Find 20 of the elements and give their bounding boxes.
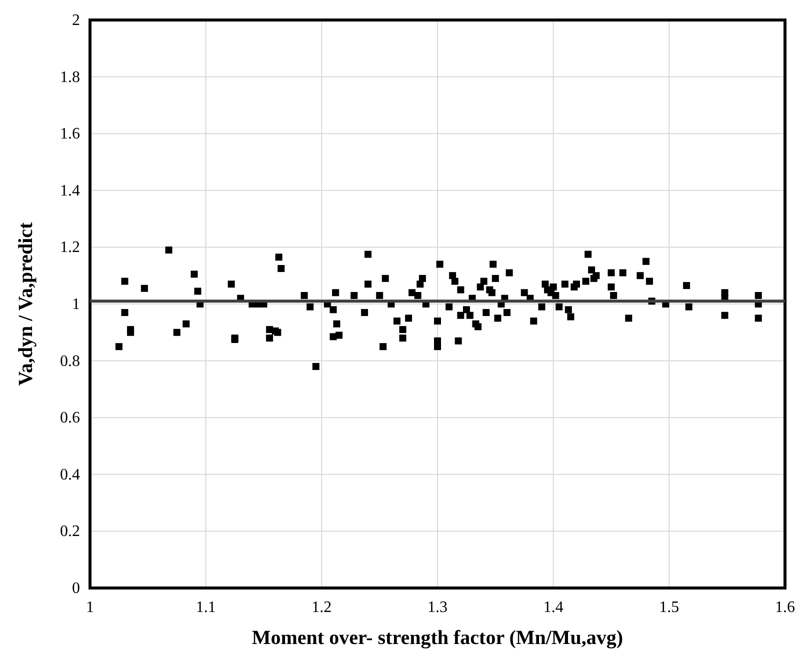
y-tick-label: 1.4	[60, 182, 80, 200]
x-axis-title: Moment over- strength factor (Mn/Mu,avg)	[252, 627, 624, 649]
x-tick-label: 1.4	[543, 599, 564, 616]
x-tick-label: 1.1	[196, 599, 216, 616]
y-tick-label: 0.6	[60, 410, 80, 427]
x-tick-label: 1.3	[428, 599, 448, 616]
y-tick-label: 1.8	[60, 68, 80, 86]
y-tick-label: 0.8	[60, 352, 80, 370]
x-tick-label: 1.2	[312, 599, 332, 616]
y-tick-label: 1.6	[60, 126, 80, 143]
x-tick-label: 1.5	[659, 599, 680, 616]
y-tick-label: 1.2	[60, 239, 80, 256]
x-tick-label: 1.6	[775, 599, 795, 616]
y-tick-label: 1	[72, 296, 80, 313]
y-tick-label: 2	[72, 12, 80, 29]
y-tick-label: 0.2	[60, 523, 80, 540]
y-tick-label: 0	[72, 580, 80, 597]
y-axis-title: Va,dyn / Va,predict	[15, 222, 37, 386]
y-tick-label: 0.4	[60, 466, 80, 484]
x-tick-label: 1	[86, 599, 94, 616]
